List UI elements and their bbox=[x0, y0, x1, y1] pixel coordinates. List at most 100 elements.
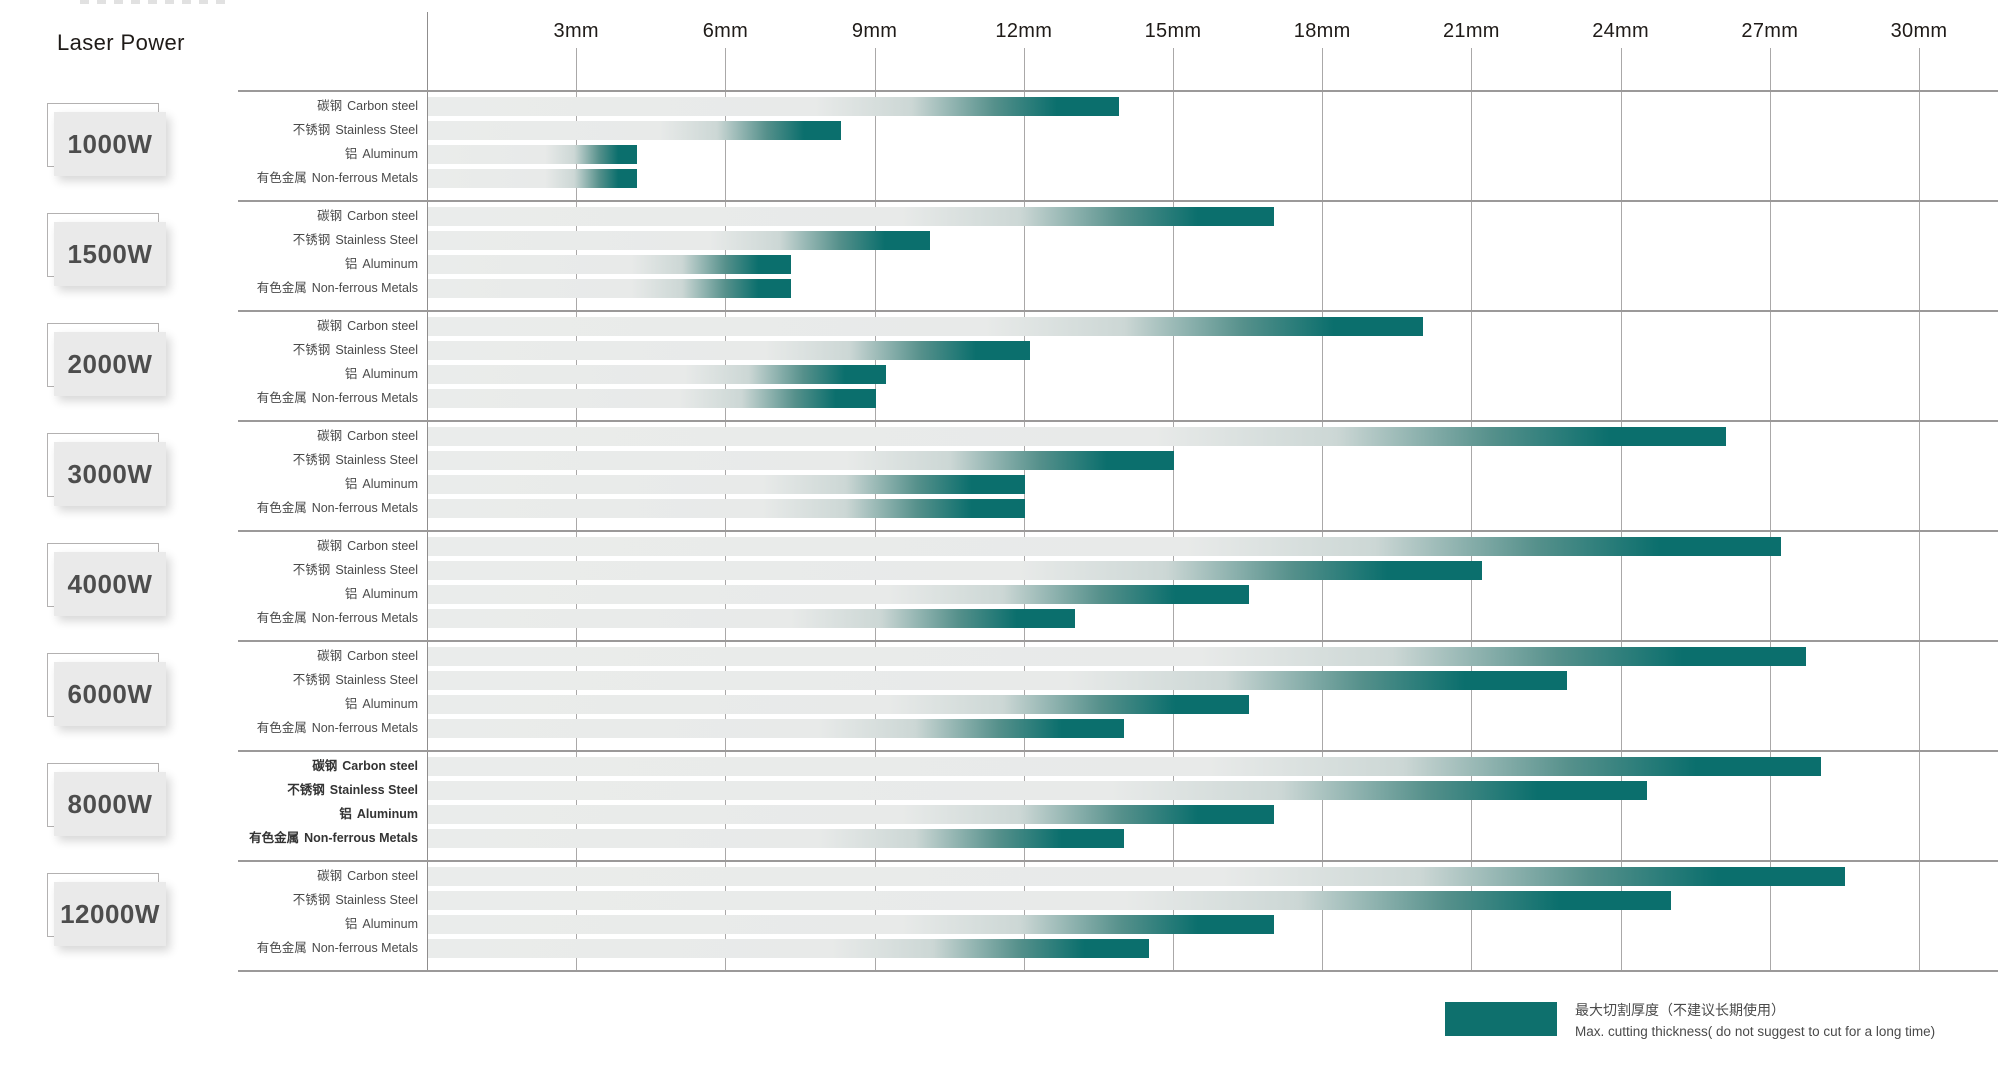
bar-1500w-carbon-steel bbox=[428, 207, 1274, 226]
material-label-cn: 铝 bbox=[344, 257, 358, 271]
legend-text: 最大切割厚度（不建议长期使用） Max. cutting thickness( … bbox=[1575, 1000, 1935, 1042]
material-label-stainless-steel: 不锈钢 Stainless Steel bbox=[238, 561, 418, 580]
material-label-en: Aluminum bbox=[362, 367, 418, 381]
material-label-cn: 碳钢 bbox=[317, 539, 343, 553]
bar-6000w-non-ferrous-metals bbox=[428, 719, 1125, 738]
bar-1000w-carbon-steel bbox=[428, 97, 1120, 116]
material-label-cn: 不锈钢 bbox=[287, 783, 325, 797]
material-label-cn: 碳钢 bbox=[317, 319, 343, 333]
bar-4000w-aluminum bbox=[428, 585, 1249, 604]
bar-12000w-non-ferrous-metals bbox=[428, 939, 1150, 958]
material-label-en: Carbon steel bbox=[347, 209, 418, 223]
material-label-en: Stainless Steel bbox=[335, 893, 418, 907]
material-label-en: Non-ferrous Metals bbox=[311, 941, 418, 955]
material-label-non-ferrous-metals: 有色金属 Non-ferrous Metals bbox=[238, 499, 418, 518]
bar-4000w-carbon-steel bbox=[428, 537, 1781, 556]
material-label-en: Carbon steel bbox=[347, 539, 418, 553]
legend-label-zh: 最大切割厚度（不建议长期使用） bbox=[1575, 1002, 1785, 1018]
x-tick-label-3mm: 3mm bbox=[553, 20, 599, 42]
material-label-aluminum: 铝 Aluminum bbox=[238, 255, 418, 274]
bar-8000w-non-ferrous-metals bbox=[428, 829, 1125, 848]
material-label-en: Non-ferrous Metals bbox=[311, 171, 418, 185]
material-label-cn: 铝 bbox=[344, 587, 358, 601]
bar-4000w-stainless-steel bbox=[428, 561, 1483, 580]
material-label-en: Aluminum bbox=[356, 807, 418, 821]
power-box-6000w: 6000W bbox=[47, 653, 166, 726]
material-label-cn: 铝 bbox=[339, 807, 352, 821]
material-label-en: Carbon steel bbox=[347, 429, 418, 443]
legend: 最大切割厚度（不建议长期使用） Max. cutting thickness( … bbox=[1445, 1002, 1935, 1042]
power-box-label: 8000W bbox=[54, 772, 166, 836]
material-label-cn: 铝 bbox=[344, 147, 358, 161]
bar-12000w-carbon-steel bbox=[428, 867, 1846, 886]
power-box-label: 3000W bbox=[54, 442, 166, 506]
laser-power-axis-title: Laser Power bbox=[57, 30, 185, 55]
power-box-1500w: 1500W bbox=[47, 213, 166, 286]
material-label-cn: 有色金属 bbox=[256, 391, 307, 405]
gridline-15mm bbox=[1173, 48, 1174, 970]
bar-3000w-non-ferrous-metals bbox=[428, 499, 1025, 518]
material-label-carbon-steel: 碳钢 Carbon steel bbox=[238, 427, 418, 446]
bar-8000w-stainless-steel bbox=[428, 781, 1647, 800]
bar-1000w-aluminum bbox=[428, 145, 637, 164]
material-label-cn: 不锈钢 bbox=[292, 893, 331, 907]
bar-3000w-aluminum bbox=[428, 475, 1025, 494]
material-label-en: Non-ferrous Metals bbox=[311, 391, 418, 405]
material-label-en: Stainless Steel bbox=[335, 343, 418, 357]
x-tick-label-6mm: 6mm bbox=[702, 20, 749, 42]
material-label-aluminum: 铝 Aluminum bbox=[238, 585, 418, 604]
material-label-cn: 有色金属 bbox=[256, 721, 307, 735]
material-label-carbon-steel: 碳钢 Carbon steel bbox=[238, 757, 418, 776]
material-label-cn: 有色金属 bbox=[256, 941, 307, 955]
bar-6000w-stainless-steel bbox=[428, 671, 1567, 690]
material-label-cn: 碳钢 bbox=[317, 649, 343, 663]
material-label-en: Carbon steel bbox=[347, 869, 418, 883]
material-label-carbon-steel: 碳钢 Carbon steel bbox=[238, 97, 418, 116]
material-label-non-ferrous-metals: 有色金属 Non-ferrous Metals bbox=[238, 389, 418, 408]
x-axis-zero-line bbox=[427, 12, 428, 970]
material-label-en: Carbon steel bbox=[347, 319, 418, 333]
material-label-en: Stainless Steel bbox=[335, 563, 418, 577]
material-label-stainless-steel: 不锈钢 Stainless Steel bbox=[238, 891, 418, 910]
bar-8000w-carbon-steel bbox=[428, 757, 1821, 776]
material-label-en: Stainless Steel bbox=[335, 453, 418, 467]
x-tick-label-24mm: 24mm bbox=[1592, 20, 1649, 42]
bar-8000w-aluminum bbox=[428, 805, 1274, 824]
x-tick-label-9mm: 9mm bbox=[851, 20, 898, 42]
bar-1000w-non-ferrous-metals bbox=[428, 169, 637, 188]
gridline-21mm bbox=[1471, 48, 1473, 970]
gridline-27mm bbox=[1769, 48, 1771, 970]
material-label-cn: 铝 bbox=[344, 917, 358, 931]
material-label-cn: 不锈钢 bbox=[292, 453, 331, 467]
x-tick-label-27mm: 27mm bbox=[1741, 20, 1799, 42]
gridline-24mm bbox=[1620, 48, 1622, 970]
cropped-title-artifact bbox=[80, 0, 230, 4]
material-label-carbon-steel: 碳钢 Carbon steel bbox=[238, 207, 418, 226]
power-box-label: 2000W bbox=[54, 332, 166, 396]
material-label-cn: 碳钢 bbox=[317, 429, 343, 443]
bar-4000w-non-ferrous-metals bbox=[428, 609, 1075, 628]
material-label-en: Aluminum bbox=[362, 697, 418, 711]
power-box-3000w: 3000W bbox=[47, 433, 166, 506]
legend-label-en: Max. cutting thickness( do not suggest t… bbox=[1575, 1024, 1936, 1039]
material-label-cn: 不锈钢 bbox=[292, 343, 331, 357]
gridline-30mm bbox=[1919, 48, 1920, 970]
block-separator-2 bbox=[238, 310, 1998, 312]
material-label-en: Aluminum bbox=[362, 257, 418, 271]
material-label-non-ferrous-metals: 有色金属 Non-ferrous Metals bbox=[238, 939, 418, 958]
power-box-2000w: 2000W bbox=[47, 323, 166, 396]
block-separator-7 bbox=[238, 860, 1998, 862]
material-label-cn: 碳钢 bbox=[317, 209, 343, 223]
bar-12000w-stainless-steel bbox=[428, 891, 1672, 910]
material-label-cn: 铝 bbox=[344, 367, 358, 381]
x-tick-label-12mm: 12mm bbox=[995, 20, 1053, 42]
material-label-cn: 碳钢 bbox=[317, 869, 343, 883]
power-box-label: 6000W bbox=[54, 662, 166, 726]
material-label-en: Carbon steel bbox=[342, 759, 418, 773]
material-label-en: Stainless Steel bbox=[329, 783, 418, 797]
power-box-12000w: 12000W bbox=[47, 873, 166, 946]
bar-2000w-stainless-steel bbox=[428, 341, 1030, 360]
power-box-label: 4000W bbox=[54, 552, 166, 616]
